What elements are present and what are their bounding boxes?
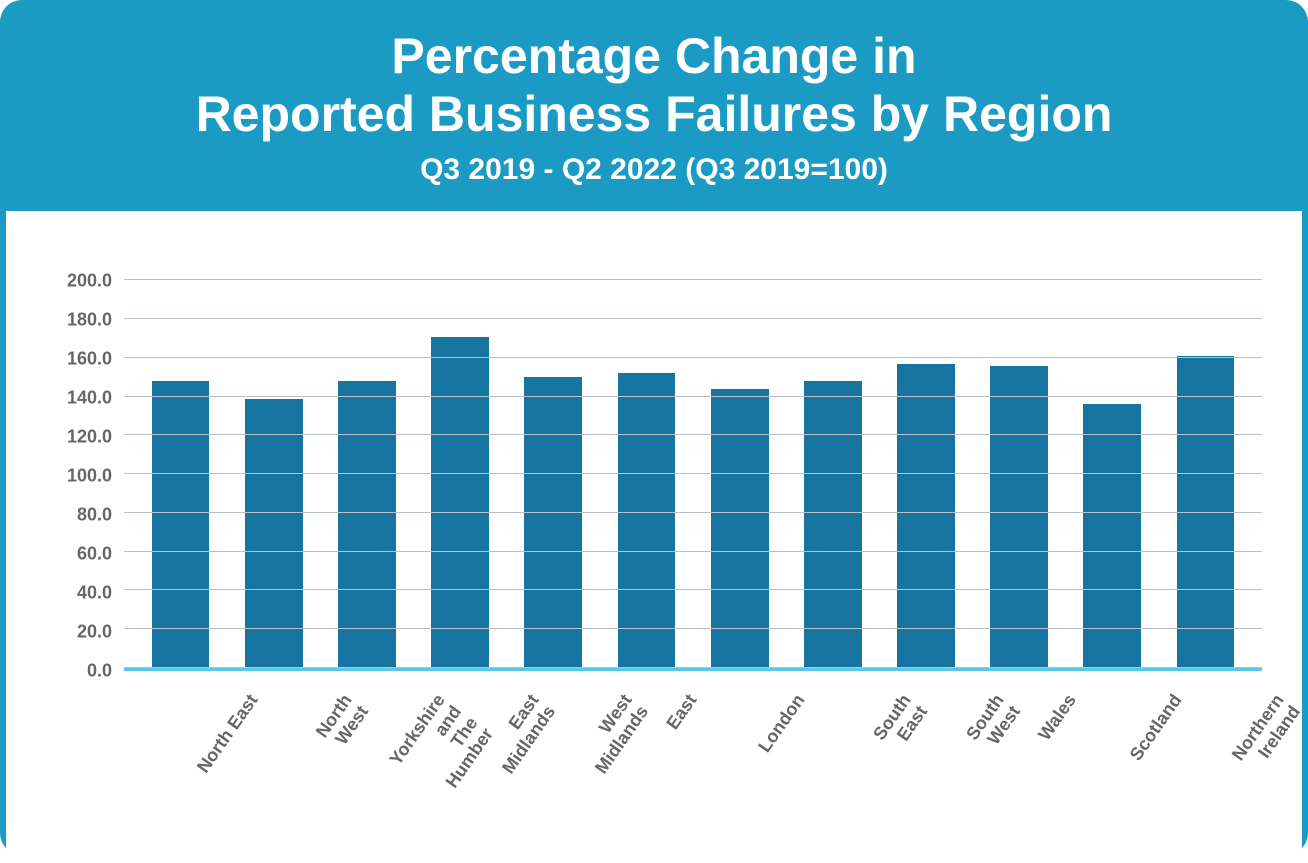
bar-slot bbox=[414, 261, 507, 668]
bars-container bbox=[124, 261, 1262, 668]
chart-card: Percentage Change in Reported Business F… bbox=[0, 0, 1308, 855]
x-tick-label: Northern Ireland bbox=[1219, 691, 1305, 790]
bar-slot bbox=[1066, 261, 1159, 668]
x-label-slot: Scotland bbox=[1066, 683, 1159, 833]
y-tick-label: 40.0 bbox=[77, 582, 112, 603]
bar-slot bbox=[320, 261, 413, 668]
gridline bbox=[124, 512, 1262, 513]
y-tick-label: 180.0 bbox=[67, 309, 112, 330]
gridline bbox=[124, 434, 1262, 435]
plot bbox=[124, 261, 1262, 671]
chart-title: Percentage Change in Reported Business F… bbox=[40, 28, 1268, 143]
y-tick-label: 140.0 bbox=[67, 387, 112, 408]
chart-title-line2: Reported Business Failures by Region bbox=[40, 86, 1268, 144]
bar bbox=[897, 364, 955, 668]
chart-header: Percentage Change in Reported Business F… bbox=[0, 0, 1308, 211]
y-tick-label: 60.0 bbox=[77, 543, 112, 564]
y-tick-label: 0.0 bbox=[87, 661, 112, 682]
bar bbox=[804, 381, 862, 668]
y-tick-label: 100.0 bbox=[67, 465, 112, 486]
bar bbox=[338, 381, 396, 668]
gridline bbox=[124, 396, 1262, 397]
x-labels: North EastNorth WestYorkshire and The Hu… bbox=[124, 683, 1262, 833]
bar bbox=[990, 366, 1048, 668]
gridline bbox=[124, 318, 1262, 319]
gridline bbox=[124, 279, 1262, 280]
y-tick-label: 200.0 bbox=[67, 270, 112, 291]
gridline bbox=[124, 628, 1262, 629]
gridline bbox=[124, 589, 1262, 590]
bar-slot bbox=[786, 261, 879, 668]
y-tick-label: 120.0 bbox=[67, 426, 112, 447]
chart-title-line1: Percentage Change in bbox=[40, 28, 1268, 86]
y-tick-label: 20.0 bbox=[77, 621, 112, 642]
bar-slot bbox=[227, 261, 320, 668]
y-axis: 0.020.040.060.080.0100.0120.0140.0160.01… bbox=[46, 261, 124, 671]
plot-wrapper: 0.020.040.060.080.0100.0120.0140.0160.01… bbox=[46, 261, 1262, 671]
bar-slot bbox=[600, 261, 693, 668]
gridline bbox=[124, 551, 1262, 552]
bar-slot bbox=[973, 261, 1066, 668]
bar bbox=[431, 337, 489, 668]
x-axis: North EastNorth WestYorkshire and The Hu… bbox=[46, 683, 1262, 833]
chart-plot-area: 0.0 20.0 40.0 60.0 80.0 100.0 120.0 140.0 160.0 1… bbox=[6, 211, 1302, 863]
bar-slot bbox=[134, 261, 227, 668]
x-label-slot: North East bbox=[134, 683, 227, 833]
x-label-slot: London bbox=[693, 683, 786, 833]
bar bbox=[711, 389, 769, 668]
bar-slot bbox=[693, 261, 786, 668]
bar-slot bbox=[1159, 261, 1252, 668]
gridline bbox=[124, 357, 1262, 358]
bar bbox=[524, 377, 582, 668]
gridline bbox=[124, 473, 1262, 474]
y-tick-label: 80.0 bbox=[77, 504, 112, 525]
chart-subtitle: Q3 2019 - Q2 2022 (Q3 2019=100) bbox=[40, 153, 1268, 187]
bar-slot bbox=[507, 261, 600, 668]
bar bbox=[618, 373, 676, 668]
bar bbox=[152, 381, 210, 668]
gridline bbox=[124, 667, 1262, 668]
y-tick-label: 160.0 bbox=[67, 348, 112, 369]
bar-slot bbox=[879, 261, 972, 668]
